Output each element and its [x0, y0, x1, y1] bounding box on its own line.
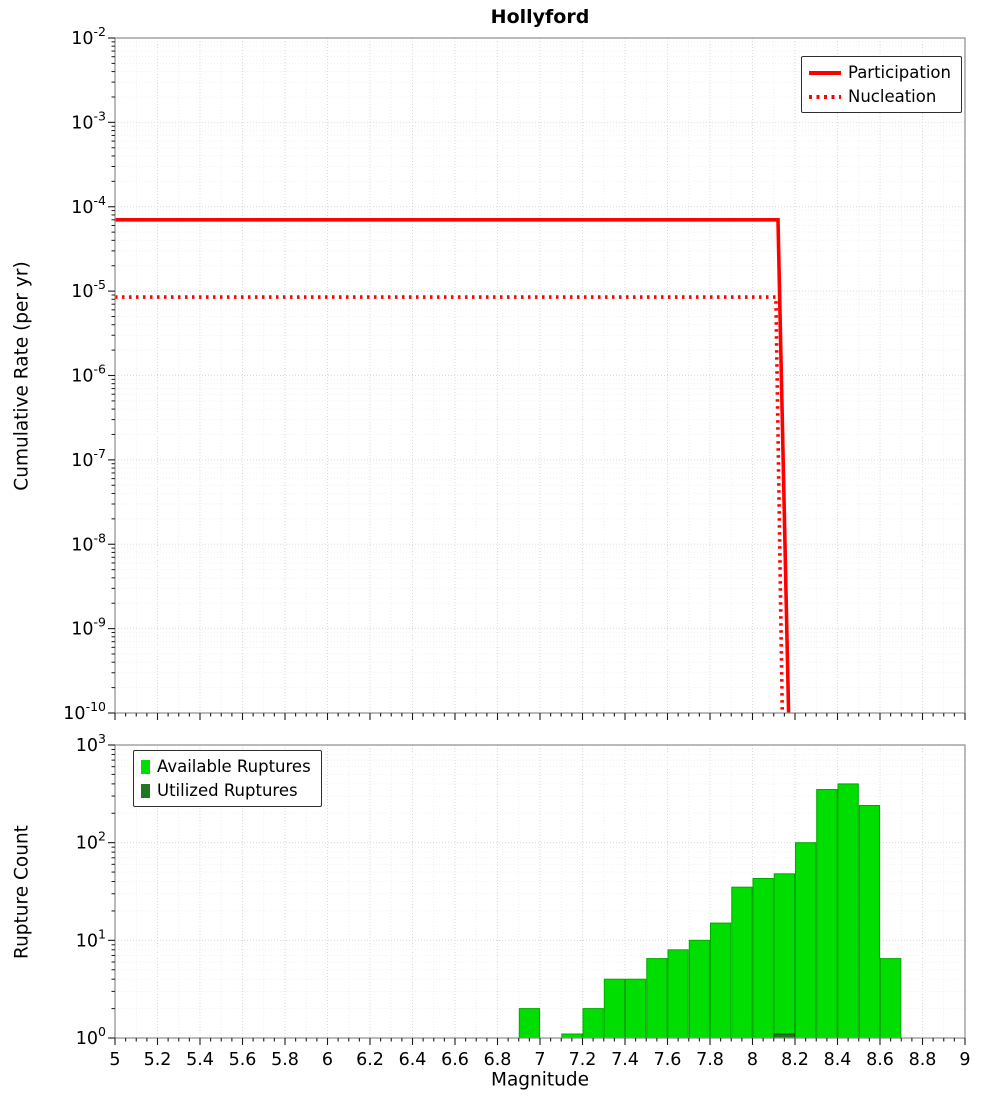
bar [582, 1008, 604, 1039]
svg-text:10-8: 10-8 [71, 530, 106, 555]
bar [731, 886, 753, 1039]
utilized-ruptures-swatch [141, 783, 150, 798]
bar [603, 978, 625, 1039]
svg-text:6.2: 6.2 [356, 1050, 384, 1070]
legend-item-nucleation: Nucleation [808, 87, 951, 106]
legend-item-participation: Participation [808, 63, 951, 82]
rates-legend: Participation Nucleation [800, 56, 962, 113]
bar [518, 1008, 541, 1039]
svg-text:10-6: 10-6 [71, 362, 106, 387]
available-ruptures-legend-label: Available Ruptures [157, 757, 311, 776]
rates-y-axis-label: Cumulative Rate (per yr) [11, 261, 33, 491]
legend-item-utilized-ruptures: Utilized Ruptures [141, 781, 311, 800]
bar [752, 878, 774, 1039]
svg-text:8: 8 [747, 1050, 758, 1070]
svg-text:8.8: 8.8 [909, 1050, 937, 1070]
utilized-ruptures-legend-label: Utilized Ruptures [157, 781, 298, 800]
rates-panel: 10-10 10-9 10-8 10-7 10-6 10-5 10-4 10-3 10-2 [63, 24, 966, 724]
bar [625, 978, 647, 1039]
svg-text:6.4: 6.4 [399, 1050, 427, 1070]
svg-text:10-7: 10-7 [71, 446, 106, 471]
x-axis-label: Magnitude [490, 1069, 590, 1091]
ruptures-legend: Available Ruptures Utilized Ruptures [133, 750, 322, 807]
bar [837, 783, 859, 1039]
bar [795, 842, 817, 1039]
legend-item-available-ruptures: Available Ruptures [141, 757, 311, 776]
svg-text:10-2: 10-2 [71, 24, 106, 49]
count-y-axis-label: Rupture Count [11, 825, 33, 959]
svg-text:7.2: 7.2 [569, 1050, 597, 1070]
bar [667, 949, 689, 1039]
participation-legend-label: Participation [847, 63, 951, 82]
svg-text:103: 103 [76, 731, 106, 756]
bar [816, 789, 838, 1039]
bar [688, 939, 711, 1039]
svg-text:5.8: 5.8 [271, 1050, 299, 1070]
svg-text:7.6: 7.6 [654, 1050, 682, 1070]
svg-text:10-10: 10-10 [63, 699, 106, 724]
svg-text:6: 6 [322, 1050, 333, 1070]
bar [646, 958, 668, 1039]
svg-text:5.2: 5.2 [144, 1050, 172, 1070]
svg-text:6.8: 6.8 [484, 1050, 512, 1070]
svg-text:8.4: 8.4 [824, 1050, 852, 1070]
available-ruptures-swatch [141, 759, 150, 774]
svg-text:7.4: 7.4 [611, 1050, 639, 1070]
svg-text:10-3: 10-3 [71, 108, 106, 133]
svg-text:5.4: 5.4 [186, 1050, 214, 1070]
svg-text:10-9: 10-9 [71, 615, 106, 640]
participation-line [115, 218, 791, 714]
bar [710, 922, 732, 1039]
bar [858, 805, 881, 1039]
nucleation-legend-label: Nucleation [847, 87, 937, 106]
participation-line-swatch [808, 70, 841, 75]
svg-text:8.2: 8.2 [781, 1050, 809, 1070]
svg-text:10-4: 10-4 [71, 193, 106, 218]
svg-text:7.8: 7.8 [696, 1050, 724, 1070]
svg-text:9: 9 [959, 1050, 970, 1070]
svg-text:8.6: 8.6 [866, 1050, 894, 1070]
svg-text:100: 100 [76, 1024, 106, 1049]
svg-text:7: 7 [534, 1050, 545, 1070]
svg-text:101: 101 [76, 926, 106, 951]
nucleation-line [115, 295, 785, 714]
svg-text:10-5: 10-5 [71, 277, 106, 302]
svg-text:6.6: 6.6 [441, 1050, 469, 1070]
nucleation-line-swatch [808, 94, 841, 99]
chart-title: Hollyford [490, 6, 590, 28]
svg-text:102: 102 [76, 829, 106, 854]
bar [773, 873, 796, 1039]
svg-text:5.6: 5.6 [229, 1050, 257, 1070]
svg-text:5: 5 [109, 1050, 120, 1070]
bar [880, 958, 902, 1039]
available-ruptures-bars [518, 783, 902, 1039]
